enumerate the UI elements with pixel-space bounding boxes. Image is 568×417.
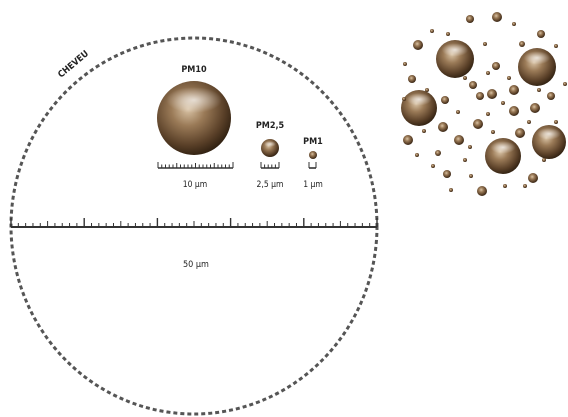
cloud-particle-small	[430, 29, 434, 33]
cloud-particle-medium	[454, 135, 464, 145]
cloud-particle-large	[485, 138, 521, 174]
cloud-particle-medium	[547, 92, 555, 100]
cloud-particle-small	[527, 120, 531, 124]
cloud-particle-small	[563, 82, 567, 86]
cloud-particle-medium	[492, 62, 500, 70]
cloud-particle-large	[401, 90, 437, 126]
pm25-particle	[261, 139, 279, 157]
cloud-particle-large	[518, 48, 556, 86]
cloud-particle-medium	[487, 89, 497, 99]
cloud-particle-small	[537, 88, 541, 92]
cloud-particle-small	[403, 62, 407, 66]
cloud-particle-medium	[528, 173, 538, 183]
cloud-particle-small	[456, 110, 460, 114]
cloud-particle-small	[554, 120, 558, 124]
cloud-particle-medium	[477, 186, 487, 196]
pm1-scale-bar	[308, 162, 317, 169]
hair-diameter-ruler	[10, 218, 378, 228]
cloud-particle-medium	[441, 96, 449, 104]
pm10-scale-label: 10 µm	[183, 180, 207, 190]
cloud-particle-small	[554, 44, 558, 48]
hair-scale-label: 50 µm	[183, 260, 209, 270]
pm10-label: PM10	[181, 65, 207, 75]
cloud-particle-small	[486, 112, 490, 116]
cloud-particle-small	[446, 32, 450, 36]
cloud-particle-medium	[530, 103, 540, 113]
cloud-particle-medium	[509, 106, 519, 116]
cloud-particle-medium	[492, 12, 502, 22]
cloud-particle-small	[512, 22, 516, 26]
pm25-label: PM2,5	[256, 121, 285, 131]
cloud-particle-small	[449, 188, 453, 192]
pm25-scale-label: 2,5 µm	[257, 180, 284, 190]
cloud-particle-medium	[466, 15, 474, 23]
pm1-label: PM1	[303, 137, 323, 147]
cloud-particle-medium	[509, 85, 519, 95]
cloud-particle-small	[503, 184, 507, 188]
cloud-particle-small	[468, 145, 472, 149]
cloud-particle-small	[431, 164, 435, 168]
cloud-particle-medium	[403, 135, 413, 145]
cloud-particle-medium	[408, 75, 416, 83]
cloud-particle-small	[501, 101, 505, 105]
particle-cloud	[401, 12, 567, 196]
cloud-particle-small	[425, 88, 429, 92]
cloud-particle-medium	[519, 41, 525, 47]
cloud-particle-small	[415, 153, 419, 157]
cloud-particle-medium	[469, 81, 477, 89]
cloud-particle-medium	[413, 40, 423, 50]
cloud-particle-medium	[438, 122, 448, 132]
cloud-particle-small	[402, 97, 406, 101]
cloud-particle-small	[486, 71, 490, 75]
cloud-particle-small	[483, 42, 487, 46]
cloud-particle-medium	[476, 92, 484, 100]
cloud-particle-small	[523, 184, 527, 188]
pm10-particle	[157, 81, 231, 155]
cloud-particle-small	[422, 129, 426, 133]
cloud-particle-small	[507, 76, 511, 80]
pm10-scale-bar	[157, 162, 234, 169]
pm1-particle	[309, 151, 317, 159]
pm25-scale-bar	[260, 162, 280, 169]
cloud-particle-medium	[515, 128, 525, 138]
pm1-scale-label: 1 µm	[303, 180, 323, 190]
cloud-particle-medium	[537, 30, 545, 38]
cloud-particle-medium	[435, 150, 441, 156]
cloud-particle-small	[463, 76, 467, 80]
cloud-particle-large	[436, 40, 474, 78]
cloud-particle-large	[532, 125, 566, 159]
cloud-particle-small	[469, 174, 473, 178]
cloud-particle-medium	[443, 170, 451, 178]
cloud-particle-small	[542, 158, 546, 162]
cloud-particle-small	[491, 130, 495, 134]
cloud-particle-small	[463, 158, 467, 162]
cloud-particle-medium	[473, 119, 483, 129]
